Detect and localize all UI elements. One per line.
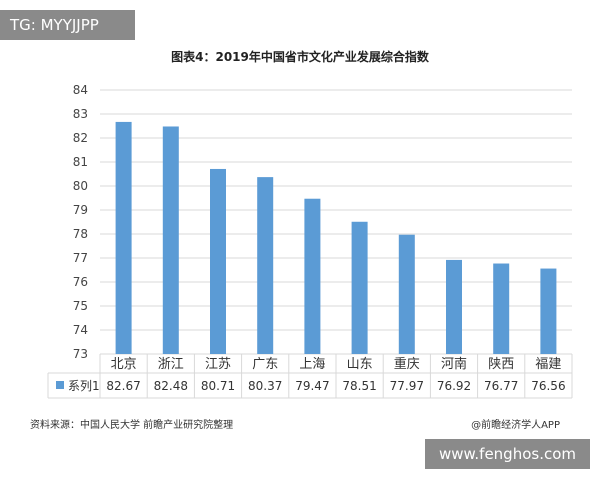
y-tick-label: 82: [73, 131, 88, 145]
y-tick-label: 76: [73, 275, 88, 289]
x-category-label: 北京: [111, 357, 137, 372]
bar-5: [304, 198, 321, 354]
bar-10: [540, 268, 557, 354]
data-table-value: 79.47: [295, 379, 329, 393]
y-tick-label: 84: [73, 83, 88, 97]
x-category-label: 广东: [252, 357, 278, 372]
legend-series-name: 系列1: [68, 379, 100, 393]
x-category-label: 重庆: [394, 356, 420, 372]
bar-6: [351, 221, 368, 354]
x-category-label: 河南: [441, 356, 467, 372]
legend-key: [56, 381, 64, 389]
x-category-label: 上海: [299, 357, 325, 372]
data-table-value: 80.71: [201, 379, 235, 393]
bar-3: [210, 168, 226, 354]
bar-1: [115, 121, 132, 354]
y-tick-label: 83: [73, 107, 88, 121]
data-table-value: 76.77: [484, 379, 518, 393]
data-table-value: 76.56: [531, 379, 565, 393]
y-tick-label: 75: [73, 299, 88, 313]
y-tick-label: 77: [73, 251, 88, 265]
site-badge: www.fenghos.com: [425, 439, 590, 469]
x-category-label: 浙江: [158, 357, 184, 372]
data-table-value: 77.97: [390, 379, 424, 393]
tg-badge: TG: MYYJJPP: [0, 10, 135, 40]
chart-title: 图表4：2019年中国省市文化产业发展综合指数: [171, 50, 429, 64]
y-tick-label: 81: [73, 155, 88, 169]
y-tick-label: 74: [73, 323, 88, 337]
source-note: 资料来源：中国人民大学 前瞻产业研究院整理: [30, 420, 234, 431]
data-table-value: 82.48: [154, 379, 188, 393]
bar-4: [257, 177, 274, 354]
x-category-label: 山东: [347, 357, 373, 372]
bar-2: [162, 126, 179, 354]
data-table-value: 82.67: [106, 379, 140, 393]
bar-7: [398, 234, 415, 354]
y-tick-label: 73: [73, 347, 88, 361]
x-category-label: 江苏: [205, 356, 231, 372]
bar-8: [446, 259, 462, 354]
y-tick-label: 79: [73, 203, 88, 217]
data-table-value: 76.92: [437, 379, 471, 393]
credit-note: @前瞻经济学人APP: [471, 420, 560, 431]
data-table-value: 78.51: [342, 379, 376, 393]
y-tick-label: 80: [73, 179, 88, 193]
bar-9: [493, 263, 510, 354]
x-category-label: 陕西: [488, 357, 514, 372]
x-category-label: 福建: [535, 357, 561, 372]
data-table-value: 80.37: [248, 379, 282, 393]
y-tick-label: 78: [73, 227, 88, 241]
